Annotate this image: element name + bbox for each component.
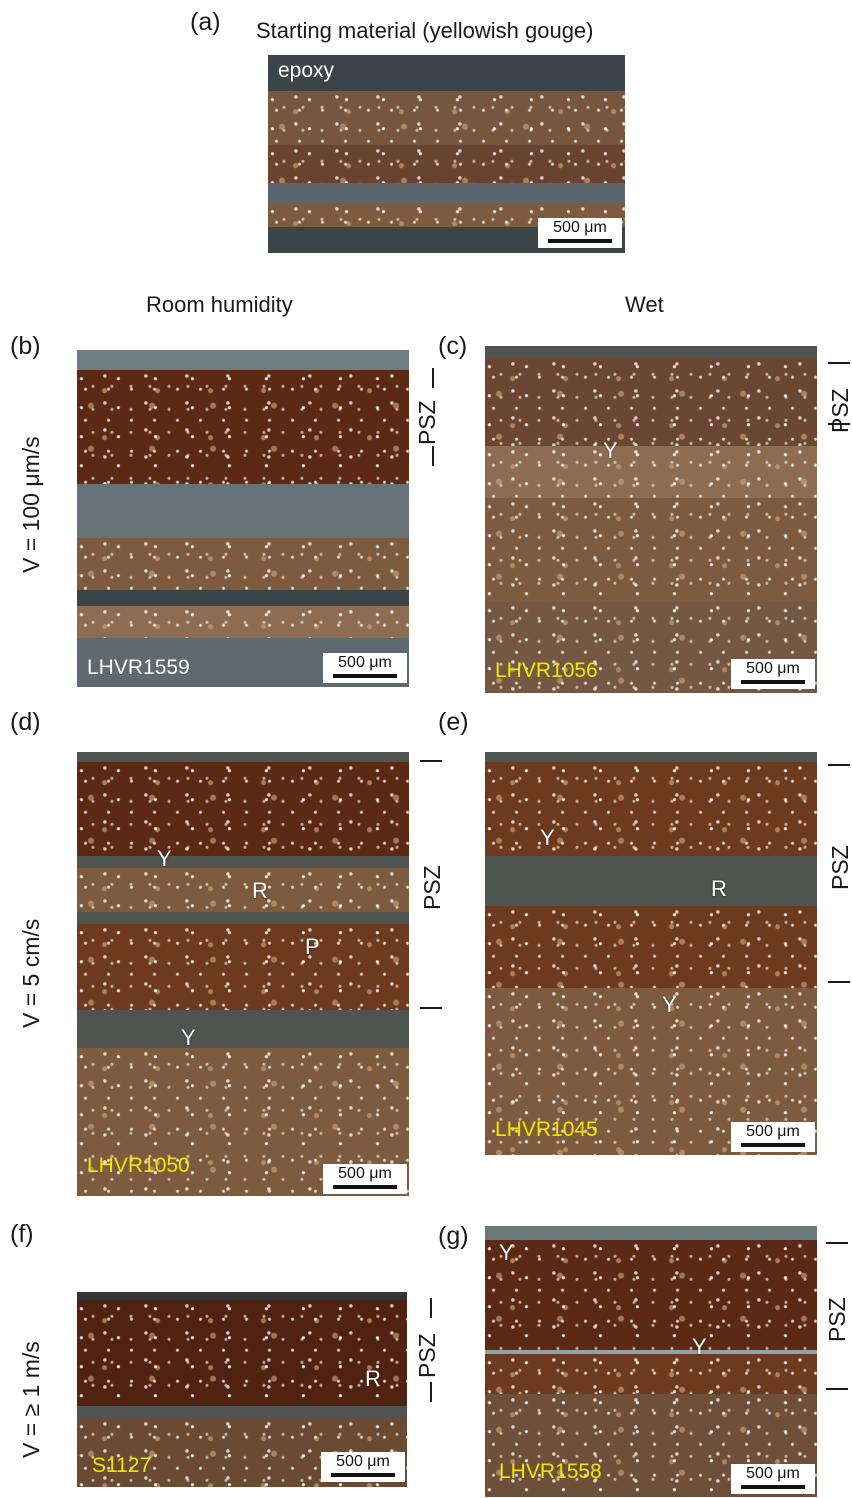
scale-bar-b: 500 μm	[323, 653, 407, 683]
psz-label-e: PSZ	[827, 845, 852, 890]
scale-bar-c: 500 μm	[731, 659, 815, 689]
scale-bar-e: 500 μm	[731, 1122, 815, 1152]
panel-f-tag: (f)	[10, 1220, 34, 1248]
panel-b-tag: (b)	[10, 332, 41, 360]
sample-label-g: LHVR1558	[499, 1460, 602, 1483]
shear-marker-r: R	[365, 1366, 381, 1391]
scale-bar-line	[741, 1143, 805, 1147]
row-label-100um: V = 100 μm/s	[18, 436, 44, 573]
row-label-5cm: V = 5 cm/s	[18, 918, 44, 1028]
figure-title: Starting material (yellowish gouge)	[256, 18, 594, 43]
scale-bar-label: 500 μm	[338, 1165, 392, 1182]
panel-c-tag: (c)	[438, 332, 468, 360]
psz-label-b: PSZ	[414, 400, 440, 445]
psz-bracket-bottom-f	[430, 1382, 432, 1402]
psz-bracket-bottom-b	[432, 446, 434, 466]
panel-a-image: epoxy 500 μm	[268, 55, 625, 253]
epoxy-annotation: epoxy	[278, 59, 335, 82]
psz-bracket-bottom-e	[828, 981, 850, 983]
shear-marker-r: R	[252, 878, 268, 903]
scale-bar-label: 500 μm	[746, 660, 800, 677]
psz-label-d: PSZ	[419, 865, 445, 910]
shear-marker-y-upper: Y	[540, 825, 555, 850]
scale-bar-label: 500 μm	[553, 219, 607, 236]
shear-marker-y-upper: Y	[499, 1240, 514, 1265]
scale-bar-line	[741, 680, 805, 684]
sample-label-b: LHVR1559	[87, 656, 190, 679]
shear-marker-y-lower: Y	[181, 1025, 196, 1050]
psz-bracket-bottom-g	[826, 1388, 848, 1390]
panel-d-image: Y R P Y LHVR1050 500 μm	[77, 752, 409, 1196]
scale-bar-line	[333, 1185, 397, 1189]
panel-g-image: Y Y LHVR1558 500 μm	[485, 1226, 817, 1497]
sample-label-e: LHVR1045	[495, 1118, 598, 1141]
psz-bracket-top-d	[420, 760, 442, 762]
psz-bracket-top-g	[826, 1242, 848, 1244]
shear-marker-y: Y	[603, 438, 618, 463]
psz-bracket-top-c	[828, 362, 850, 364]
panel-d-tag: (d)	[10, 708, 41, 736]
sample-label-d: LHVR1050	[87, 1154, 190, 1177]
scale-bar-label: 500 μm	[746, 1123, 800, 1140]
scale-bar-label: 500 μm	[746, 1465, 800, 1482]
scale-bar-line	[333, 674, 397, 678]
sample-label-c: LHVR1056	[495, 659, 598, 682]
shear-marker-p: P	[305, 934, 320, 959]
panel-e-tag: (e)	[438, 708, 469, 736]
shear-marker-y-lower: Y	[692, 1334, 707, 1359]
row-label-1m: V = ≥ 1 m/s	[18, 1341, 44, 1458]
scale-bar-a: 500 μm	[538, 218, 622, 248]
scale-bar-f: 500 μm	[321, 1452, 405, 1482]
psz-bracket-bottom-d	[420, 1007, 442, 1009]
scale-bar-line	[741, 1485, 805, 1489]
column-header-room-humidity: Room humidity	[146, 292, 293, 317]
column-header-wet: Wet	[625, 292, 664, 317]
panel-a-tag: (a)	[190, 8, 221, 36]
psz-label-c: PSZ	[827, 388, 852, 433]
shear-marker-y-lower: Y	[662, 992, 677, 1017]
psz-bracket-top-b	[432, 368, 434, 388]
scale-bar-line	[548, 239, 612, 243]
shear-marker-r: R	[711, 876, 727, 901]
psz-bracket-top-f	[430, 1298, 432, 1318]
psz-label-f: PSZ	[414, 1333, 440, 1378]
panel-b-image: LHVR1559 500 μm	[77, 350, 409, 687]
panel-c-image: Y LHVR1056 500 μm	[485, 346, 817, 693]
scale-bar-label: 500 μm	[336, 1453, 390, 1470]
panel-e-image: Y R Y LHVR1045 500 μm	[485, 752, 817, 1155]
scale-bar-g: 500 μm	[731, 1464, 815, 1494]
panel-g-tag: (g)	[438, 1222, 469, 1250]
scale-bar-d: 500 μm	[323, 1164, 407, 1194]
scale-bar-label: 500 μm	[338, 654, 392, 671]
psz-label-g: PSZ	[824, 1297, 850, 1342]
psz-bracket-bottom-c	[828, 423, 850, 425]
scale-bar-line	[331, 1473, 395, 1477]
psz-bracket-top-e	[828, 764, 850, 766]
panel-f-image: R S1127 500 μm	[77, 1292, 407, 1487]
shear-marker-y-upper: Y	[157, 846, 172, 871]
sample-label-f: S1127	[92, 1454, 152, 1477]
